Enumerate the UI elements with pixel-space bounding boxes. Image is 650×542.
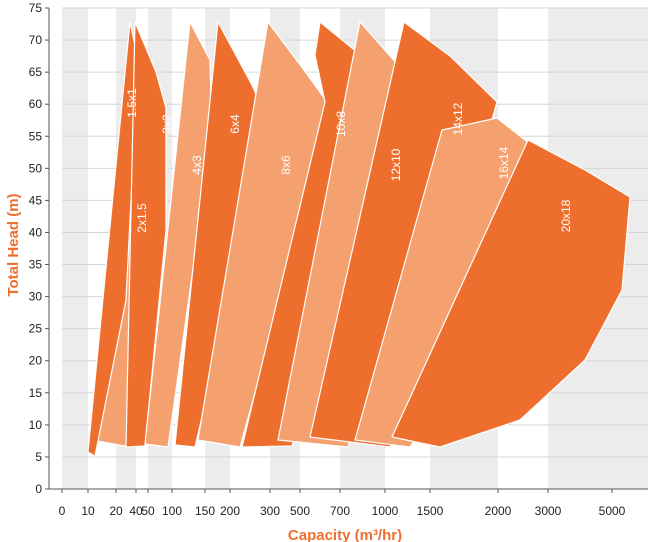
x-tick-label: 2000 [485, 504, 512, 518]
y-tick-label: 10 [29, 418, 43, 432]
region-label: 6x4 [228, 114, 242, 134]
y-tick-label: 35 [29, 258, 43, 272]
y-tick-label: 0 [35, 482, 42, 496]
x-tick-label: 300 [260, 504, 280, 518]
pump-region-labels: 2x1.5 1.5x1 3x2 4x3 6x4 8x6 10x8 12x10 14x12 16x1… [125, 88, 573, 233]
region-label: 4x3 [190, 155, 204, 175]
region-label: 14x12 [451, 102, 465, 135]
x-tick-label: 10 [81, 504, 95, 518]
x-tick-label: 5000 [599, 504, 626, 518]
region-label: 2x1.5 [135, 203, 149, 233]
grid-band [62, 8, 88, 489]
region-20x18 [391, 139, 631, 448]
y-tick-label: 55 [29, 129, 43, 143]
y-tick-label: 40 [29, 225, 43, 239]
x-tick-label: 50 [141, 504, 155, 518]
region-label: 10x8 [334, 111, 348, 137]
x-tick-label: 20 [109, 504, 123, 518]
x-tick-label: 700 [330, 504, 350, 518]
y-tick-label: 15 [29, 386, 43, 400]
x-tick-label: 1500 [417, 504, 444, 518]
region-label: 20x18 [559, 199, 573, 232]
y-tick-label: 45 [29, 193, 43, 207]
x-tick-label: 200 [220, 504, 240, 518]
y-tick-label: 20 [29, 354, 43, 368]
y-tick-label: 70 [29, 33, 43, 47]
region-label: 8x6 [279, 155, 293, 175]
y-tick-label: 25 [29, 322, 43, 336]
x-tick-label: 100 [162, 504, 182, 518]
region-label: 3x2 [160, 114, 174, 134]
y-tick-label: 5 [35, 450, 42, 464]
y-axis-title: Total Head (m) [5, 193, 22, 296]
y-tick-label: 75 [29, 1, 43, 15]
y-tick-label: 50 [29, 161, 43, 175]
region-label: 16x14 [497, 146, 511, 179]
region-label: 1.5x1 [125, 88, 139, 118]
x-tick-label: 1000 [372, 504, 399, 518]
x-tick-label: 0 [59, 504, 66, 518]
x-axis-title: Capacity (m³/hr) [288, 527, 402, 542]
y-tick-labels: 0 5 10 15 20 25 30 35 40 45 50 55 60 65 70 75 [29, 1, 49, 496]
x-tick-label: 500 [290, 504, 310, 518]
x-tick-label: 150 [195, 504, 215, 518]
x-tick-label: 40 [129, 504, 143, 518]
y-tick-label: 30 [29, 290, 43, 304]
y-tick-label: 65 [29, 65, 43, 79]
x-tick-label: 3000 [535, 504, 562, 518]
region-3x2 [125, 21, 167, 448]
y-tick-label: 60 [29, 97, 43, 111]
region-label: 12x10 [389, 148, 403, 181]
pump-regions [87, 21, 631, 457]
